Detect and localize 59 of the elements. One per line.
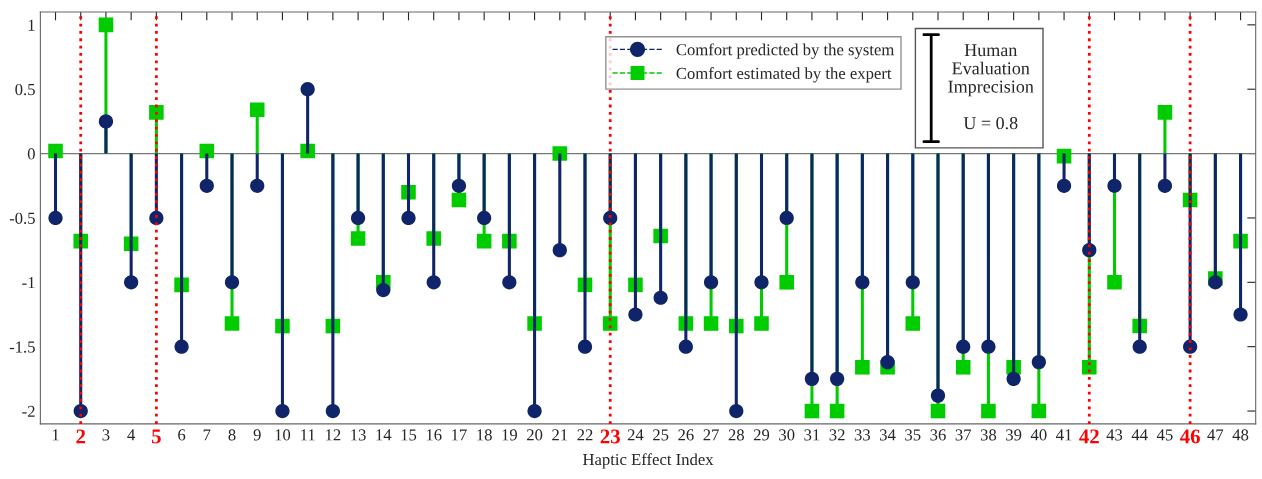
x-axis-title: Haptic Effect Index <box>582 453 714 469</box>
x-tick-label: 1 <box>52 429 59 441</box>
x-tick-label: 35 <box>905 429 921 441</box>
x-tick-label: 36 <box>930 429 946 441</box>
y-tick-label: -1 <box>22 277 35 289</box>
x-tick-label: 26 <box>678 429 694 441</box>
annotation: Human Evaluation Imprecision U = 0.8 <box>948 44 1034 130</box>
x-tick-label: 10 <box>275 429 291 441</box>
x-tick-label: 42 <box>1079 429 1099 444</box>
x-tick-label: 23 <box>600 429 620 444</box>
x-tick-label: 14 <box>376 429 392 441</box>
x-tick-label: 32 <box>829 429 845 441</box>
x-tick-label: 7 <box>203 429 211 441</box>
x-tick-label: 47 <box>1207 429 1224 441</box>
x-tick-label: 37 <box>955 429 972 441</box>
x-tick-label: 15 <box>401 429 417 441</box>
x-tick-label: 8 <box>228 429 236 441</box>
x-tick-label: 2 <box>76 429 86 444</box>
x-tick-label: 16 <box>426 429 442 441</box>
x-tick-label: 44 <box>1131 429 1148 441</box>
x-tick-label: 30 <box>779 429 795 441</box>
y-tick-label: 1 <box>28 19 35 31</box>
x-tick-label: 31 <box>804 429 820 441</box>
x-tick-label: 39 <box>1006 429 1022 441</box>
x-tick-label: 4 <box>127 429 136 441</box>
y-tick-label: 0 <box>27 148 35 160</box>
x-tick-label: 28 <box>728 429 744 441</box>
x-tick-label: 3 <box>102 429 110 441</box>
x-tick-label: 24 <box>627 429 644 441</box>
x-tick-label: 27 <box>703 429 719 441</box>
legend-label: Comfort predicted by the system <box>676 43 895 59</box>
x-tick-label: 45 <box>1156 429 1173 441</box>
x-tick-label: 48 <box>1232 429 1249 441</box>
y-tick-label: 0.5 <box>15 83 35 96</box>
x-tick-label: 22 <box>577 429 593 441</box>
x-tick-label: 33 <box>854 429 871 441</box>
x-tick-label: 11 <box>301 429 315 441</box>
x-tick-label: 40 <box>1030 429 1047 441</box>
x-tick-label: 5 <box>151 429 161 444</box>
x-tick-label: 46 <box>1180 429 1200 444</box>
x-tick-label: 20 <box>526 429 543 441</box>
x-tick-label: 41 <box>1056 429 1072 441</box>
x-tick-label: 29 <box>753 429 770 441</box>
y-tick-label: -0.5 <box>9 212 35 224</box>
x-tick-label: 9 <box>253 429 261 441</box>
x-tick-label: 6 <box>178 429 186 441</box>
x-tick-label: 12 <box>326 429 341 441</box>
x-tick-label: 34 <box>880 429 896 441</box>
legend-label: Comfort estimated by the expert <box>676 67 892 83</box>
x-tick-label: 25 <box>653 429 669 441</box>
x-tick-label: 17 <box>452 429 467 441</box>
x-tick-label: 43 <box>1106 429 1123 441</box>
x-tick-label: 38 <box>980 429 997 441</box>
y-tick-label: -2 <box>22 405 35 417</box>
x-tick-label: 13 <box>351 429 366 441</box>
x-tick-label: 21 <box>552 429 568 441</box>
x-tick-label: 19 <box>502 429 518 441</box>
y-tick-label: -1.5 <box>9 341 35 353</box>
x-tick-label: 18 <box>477 429 492 441</box>
